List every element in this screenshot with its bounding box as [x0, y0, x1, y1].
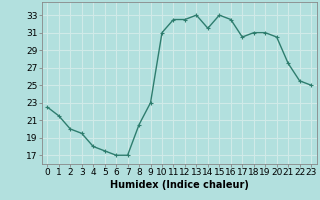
X-axis label: Humidex (Indice chaleur): Humidex (Indice chaleur) [110, 180, 249, 190]
